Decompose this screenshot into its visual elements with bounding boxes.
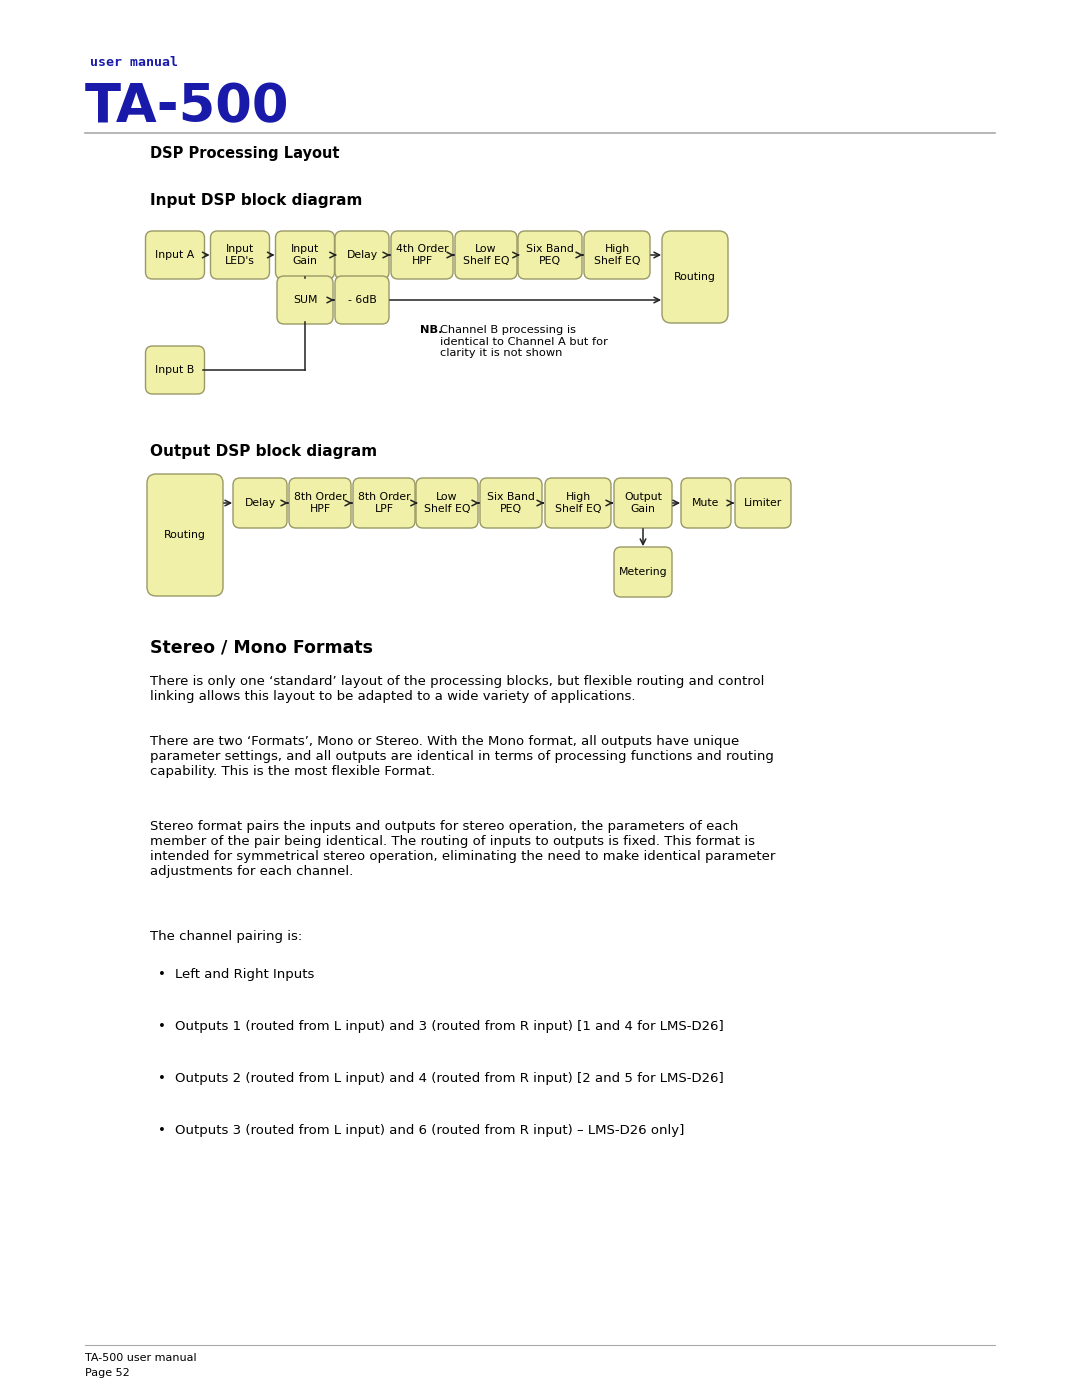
Text: High
Shelf EQ: High Shelf EQ (555, 492, 602, 514)
Text: Input A: Input A (156, 250, 194, 260)
Text: Input B: Input B (156, 365, 194, 374)
FancyBboxPatch shape (416, 478, 478, 528)
Text: Routing: Routing (674, 272, 716, 282)
FancyBboxPatch shape (518, 231, 582, 279)
Text: Input
Gain: Input Gain (291, 244, 319, 265)
FancyBboxPatch shape (615, 548, 672, 597)
Text: High
Shelf EQ: High Shelf EQ (594, 244, 640, 265)
FancyBboxPatch shape (584, 231, 650, 279)
Text: 8th Order
HPF: 8th Order HPF (294, 492, 347, 514)
Text: Outputs 2 (routed from L input) and 4 (routed from R input) [2 and 5 for LMS-D26: Outputs 2 (routed from L input) and 4 (r… (175, 1071, 724, 1085)
Text: SUM: SUM (293, 295, 318, 305)
Text: Low
Shelf EQ: Low Shelf EQ (462, 244, 510, 265)
Text: Input DSP block diagram: Input DSP block diagram (150, 193, 363, 208)
Text: •: • (158, 1071, 166, 1085)
Text: Page 52: Page 52 (85, 1368, 130, 1377)
FancyBboxPatch shape (615, 478, 672, 528)
FancyBboxPatch shape (146, 346, 204, 394)
FancyBboxPatch shape (233, 478, 287, 528)
FancyBboxPatch shape (275, 231, 335, 279)
Text: Six Band
PEQ: Six Band PEQ (487, 492, 535, 514)
Text: The channel pairing is:: The channel pairing is: (150, 930, 302, 943)
FancyBboxPatch shape (391, 231, 453, 279)
Text: Low
Shelf EQ: Low Shelf EQ (423, 492, 470, 514)
Text: Input
LED's: Input LED's (225, 244, 255, 265)
FancyBboxPatch shape (735, 478, 791, 528)
Text: •: • (158, 1125, 166, 1137)
Text: Left and Right Inputs: Left and Right Inputs (175, 968, 314, 981)
FancyBboxPatch shape (353, 478, 415, 528)
Text: 8th Order
LPF: 8th Order LPF (357, 492, 410, 514)
Text: TA-500 user manual: TA-500 user manual (85, 1354, 197, 1363)
Text: 4th Order
HPF: 4th Order HPF (395, 244, 448, 265)
FancyBboxPatch shape (545, 478, 611, 528)
Text: - 6dB: - 6dB (348, 295, 376, 305)
Text: TA-500: TA-500 (85, 81, 289, 133)
Text: Routing: Routing (164, 529, 206, 541)
FancyBboxPatch shape (681, 478, 731, 528)
Text: NB.: NB. (420, 326, 443, 335)
FancyBboxPatch shape (662, 231, 728, 323)
Text: Delay: Delay (244, 497, 275, 509)
FancyBboxPatch shape (480, 478, 542, 528)
Text: user manual: user manual (90, 56, 178, 68)
FancyBboxPatch shape (455, 231, 517, 279)
Text: Output
Gain: Output Gain (624, 492, 662, 514)
Text: •: • (158, 968, 166, 981)
FancyBboxPatch shape (146, 231, 204, 279)
Text: Stereo / Mono Formats: Stereo / Mono Formats (150, 638, 373, 657)
Text: Limiter: Limiter (744, 497, 782, 509)
FancyBboxPatch shape (335, 277, 389, 324)
Text: Outputs 1 (routed from L input) and 3 (routed from R input) [1 and 4 for LMS-D26: Outputs 1 (routed from L input) and 3 (r… (175, 1020, 724, 1032)
Text: Delay: Delay (347, 250, 378, 260)
Text: Six Band
PEQ: Six Band PEQ (526, 244, 573, 265)
FancyBboxPatch shape (276, 277, 333, 324)
Text: There are two ‘Formats’, Mono or Stereo. With the Mono format, all outputs have : There are two ‘Formats’, Mono or Stereo.… (150, 735, 774, 778)
Text: •: • (158, 1020, 166, 1032)
Text: Metering: Metering (619, 567, 667, 577)
FancyBboxPatch shape (335, 231, 389, 279)
Text: There is only one ‘standard’ layout of the processing blocks, but flexible routi: There is only one ‘standard’ layout of t… (150, 675, 765, 703)
Text: Output DSP block diagram: Output DSP block diagram (150, 444, 377, 460)
FancyBboxPatch shape (147, 474, 222, 597)
Text: Outputs 3 (routed from L input) and 6 (routed from R input) – LMS-D26 only]: Outputs 3 (routed from L input) and 6 (r… (175, 1125, 685, 1137)
FancyBboxPatch shape (289, 478, 351, 528)
FancyBboxPatch shape (211, 231, 270, 279)
Text: Channel B processing is
identical to Channel A but for
clarity it is not shown: Channel B processing is identical to Cha… (440, 326, 608, 358)
Text: Mute: Mute (692, 497, 719, 509)
Text: DSP Processing Layout: DSP Processing Layout (150, 147, 339, 161)
Text: Stereo format pairs the inputs and outputs for stereo operation, the parameters : Stereo format pairs the inputs and outpu… (150, 820, 775, 877)
